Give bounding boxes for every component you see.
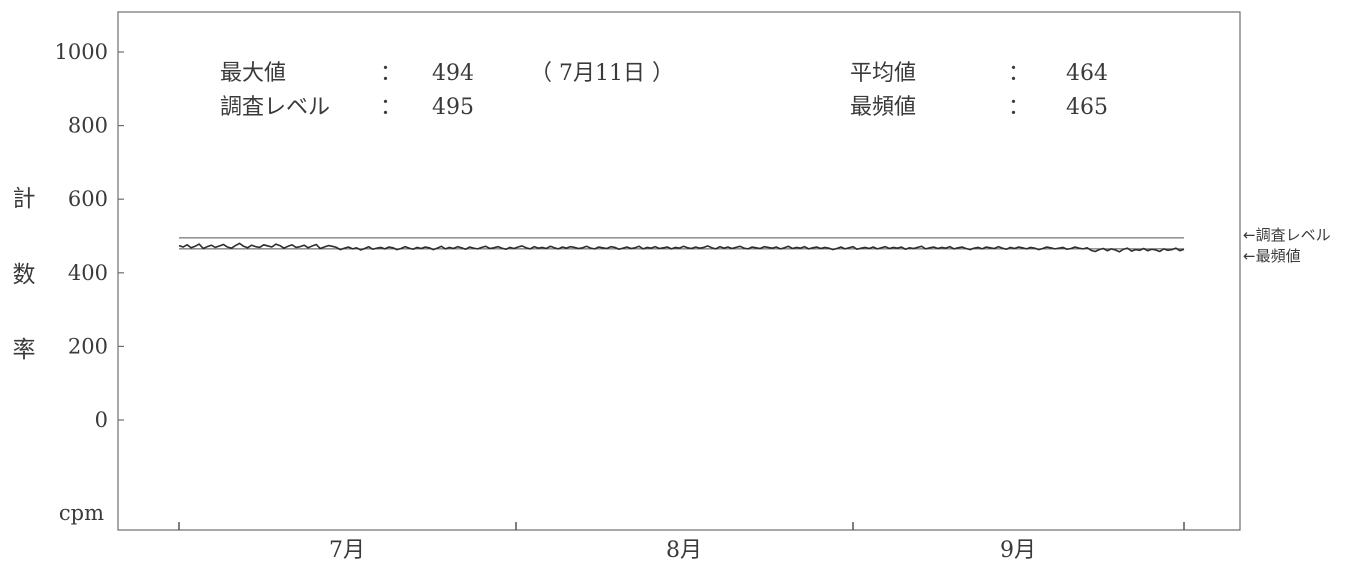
max-label: 最大値	[220, 61, 286, 86]
series-line	[178, 242, 1185, 253]
mode-colon: ：	[1008, 95, 1030, 120]
x-tick-label: 8月	[666, 538, 702, 563]
max-colon: ：	[380, 61, 402, 86]
mode-value: 465	[1066, 95, 1108, 120]
y-tick-label: 1000	[55, 40, 108, 64]
y-tick-label: 0	[95, 408, 108, 432]
plot-frame	[117, 11, 1241, 531]
x-tick-label: 9月	[1000, 538, 1036, 563]
reference-line-label: ←最頻値	[1243, 247, 1301, 265]
y-tick-label: 800	[68, 114, 108, 138]
x-axis-ticks: 7月 8月 9月	[178, 522, 1185, 563]
survey-colon: ：	[380, 95, 402, 120]
statistics-box: 最大値 ： 494 （ 7月11日 ） 調査レベル ： 495 平均値 ： 46…	[220, 61, 1108, 120]
max-value: 494	[432, 61, 474, 86]
y-tick-label: 200	[68, 334, 108, 358]
y-unit-label: cpm	[59, 501, 104, 525]
y-axis-label-char: 率	[13, 337, 36, 363]
y-axis-ticks: 0 200 400 600 800 1000	[55, 40, 124, 432]
y-tick-label: 400	[68, 261, 108, 285]
series	[178, 242, 1185, 253]
y-axis-label-char: 計	[13, 186, 36, 212]
mean-colon: ：	[1008, 61, 1030, 86]
survey-label: 調査レベル	[220, 95, 330, 120]
reference-annotations: ←調査レベル ←最頻値	[1243, 226, 1331, 265]
survey-value: 495	[432, 95, 474, 120]
max-date: （ 7月11日 ）	[530, 61, 674, 86]
mean-label: 平均値	[850, 61, 916, 86]
reference-line-label: ←調査レベル	[1243, 226, 1331, 244]
y-axis-label: 計数率	[13, 186, 36, 363]
x-tick-label: 7月	[329, 538, 365, 563]
mode-label: 最頻値	[850, 95, 916, 120]
y-axis-label-char: 数	[13, 262, 36, 288]
reference-lines	[179, 237, 1184, 250]
y-tick-label: 600	[68, 187, 108, 211]
mean-value: 464	[1066, 61, 1108, 86]
